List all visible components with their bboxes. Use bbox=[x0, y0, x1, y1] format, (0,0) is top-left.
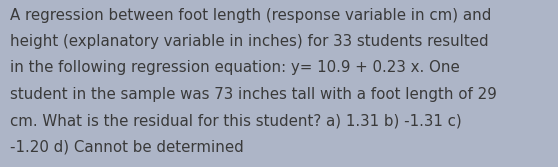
Text: student in the sample was 73 inches tall with a foot length of 29: student in the sample was 73 inches tall… bbox=[10, 87, 497, 102]
Text: cm. What is the residual for this student? a) 1.31 b) -1.31 c): cm. What is the residual for this studen… bbox=[10, 113, 462, 128]
Text: height (explanatory variable in inches) for 33 students resulted: height (explanatory variable in inches) … bbox=[10, 34, 489, 49]
Text: in the following regression equation: y= 10.9 + 0.23 x. One: in the following regression equation: y=… bbox=[10, 60, 460, 75]
Text: -1.20 d) Cannot be determined: -1.20 d) Cannot be determined bbox=[10, 139, 244, 154]
Text: A regression between foot length (response variable in cm) and: A regression between foot length (respon… bbox=[10, 8, 492, 23]
